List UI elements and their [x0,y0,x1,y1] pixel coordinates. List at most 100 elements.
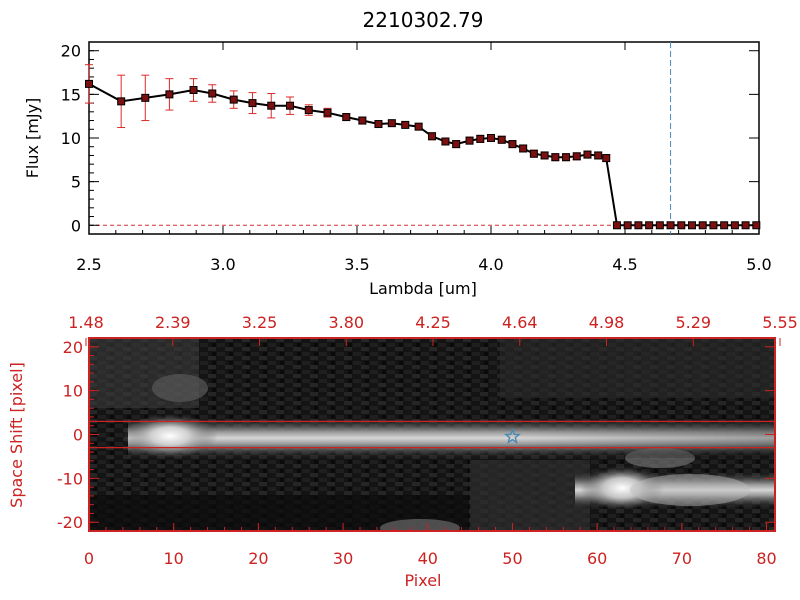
data-point [248,99,257,108]
spectrum-x-axis-label: Lambda [um] [369,279,477,298]
spectrum-y-axis-label: Flux [mJy] [23,98,42,179]
data-point [752,221,761,230]
data-point [465,136,474,145]
image-x-tick-label: 60 [587,549,607,568]
data-point [85,79,93,88]
image-y-tick-label: -20 [57,513,83,532]
chart-title: 2210302.79 [363,8,484,32]
spectrum-x-tick-label: 4.5 [612,255,637,274]
data-point [602,154,611,163]
data-point [709,221,718,230]
spectrum-y-tick-label: 5 [71,173,81,192]
data-point [741,221,750,230]
data-point [529,149,538,158]
data-point [623,221,632,230]
data-point [666,221,675,230]
image-top-ticks: 1.48 2.39 3.25 3.80 4.25 4.64 4.98 5.29 5.55 [68,313,798,346]
spectrum-y-tick-label: 15 [61,85,81,104]
spectrum-y-tick-label: 10 [61,129,81,148]
data-point [698,221,707,230]
image-x-tick-label: 0 [84,549,94,568]
data-point [342,113,351,122]
data-point [304,106,313,115]
spectrum-x-tick-label: 4.0 [478,255,503,274]
spectrum-series-line [88,83,757,227]
data-point [594,151,603,160]
data-point [634,221,643,230]
data-point [720,221,729,230]
image-x-axis-label: Pixel [404,571,441,590]
data-point [562,153,571,162]
data-point [476,134,485,143]
spectrum-x-tick-label: 2.5 [76,255,101,274]
image-top-tick-label: 2.39 [155,313,191,332]
data-point [323,108,332,117]
spectrum-x-ticks: 2.5 3.0 3.5 4.0 4.5 5.0 [76,42,772,274]
image-y-tick-label: 10 [63,382,83,401]
spectrum-x-tick-label: 3.5 [344,255,369,274]
image-y-tick-label: -10 [57,469,83,488]
spectrum-y-tick-label: 20 [61,42,81,61]
data-point [645,221,654,230]
data-point [677,221,686,230]
data-point [583,150,592,159]
data-point [414,122,423,131]
spectrum-annotations [89,42,759,234]
data-point [387,119,396,128]
data-point [401,120,410,129]
image-x-tick-label: 80 [756,549,776,568]
data-point [551,153,560,162]
data-point [655,221,664,230]
image-top-tick-label: 5.29 [675,313,711,332]
data-point [508,140,517,149]
image-x-tick-label: 20 [248,549,268,568]
data-point [229,95,238,104]
image-top-tick-label: 3.25 [242,313,278,332]
data-point [540,151,549,160]
spectral-image [89,338,775,531]
data-point [497,135,506,144]
image-y-ticks: -20 -10 0 10 20 [57,338,775,532]
image-x-tick-label: 30 [333,549,353,568]
data-point [117,97,126,106]
data-point [374,120,383,129]
data-point [688,221,696,230]
image-top-tick-label: 3.80 [328,313,364,332]
image-y-tick-label: 0 [73,426,83,445]
image-x-tick-label: 50 [502,549,522,568]
data-point [519,144,528,153]
image-top-tick-label: 5.55 [762,313,798,332]
spectrum-plot-frame [88,41,760,235]
data-point [487,134,495,142]
image-top-tick-label: 4.64 [502,313,538,332]
spectrum-panel: 2210302.79 2.5 3.0 3.5 4.0 4.5 5.0 0 5 10 15 20 L… [23,8,772,298]
image-top-tick-label: 1.48 [68,313,104,332]
image-top-tick-label: 4.25 [415,313,451,332]
data-point [572,152,581,161]
data-point [441,137,450,146]
data-point [286,101,294,110]
image-x-tick-label: 40 [418,549,438,568]
star-marker-icon [503,427,521,445]
data-point [428,132,437,141]
spectrum-x-tick-label: 3.0 [210,255,235,274]
image-x-tick-label: 70 [672,549,692,568]
data-point [452,140,461,149]
spectrum-x-tick-label: 5.0 [746,255,771,274]
image-y-axis-label: Space Shift [pixel] [7,362,26,508]
data-point [165,90,174,99]
spectrum-y-tick-label: 0 [71,216,81,235]
image-top-tick-label: 4.98 [589,313,625,332]
data-point [189,86,198,94]
spectrum-points [85,79,761,230]
data-point [267,101,276,110]
image-x-tick-label: 10 [164,549,184,568]
data-point [141,93,150,102]
data-point [730,221,739,230]
data-point [612,221,621,230]
image-x-ticks: 0 10 20 30 40 50 60 70 80 [84,523,777,568]
data-point [358,116,367,125]
data-point [208,89,217,98]
image-panel: 0 10 20 30 40 50 60 70 80 1.48 2.39 3.25 3.80 4.25 4.… [7,313,798,590]
